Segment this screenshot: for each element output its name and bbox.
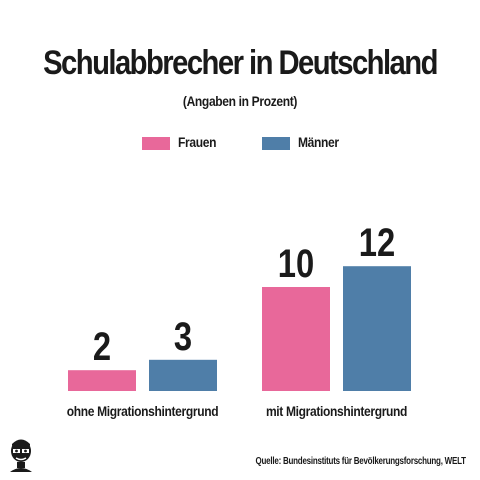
chart-title: Schulabbrecher in Deutschland: [43, 44, 438, 82]
face-logo-icon: [8, 438, 34, 472]
legend-swatch-frauen: [142, 137, 170, 150]
legend-label-maenner: Männer: [298, 134, 339, 150]
data-label-frauen-0: 2: [93, 324, 111, 369]
legend-label-frauen: Frauen: [178, 134, 217, 150]
bar-frauen-0: [68, 370, 136, 391]
source-note: Quelle: Bundesinstituts für Bevölkerungs…: [255, 456, 466, 467]
category-label-0: ohne Migrationshintergrund: [67, 403, 219, 419]
data-label-mnner-0: 3: [174, 314, 192, 359]
bar-mnner-1: [343, 266, 411, 391]
bar-mnner-0: [149, 359, 217, 391]
legend-swatch-maenner: [262, 137, 290, 150]
data-label-mnner-1: 12: [359, 220, 395, 265]
bar-frauen-1: [262, 287, 330, 391]
chart-subtitle: (Angaben in Prozent): [182, 93, 298, 109]
category-label-1: mit Migrationshintergrund: [266, 403, 407, 419]
data-label-frauen-1: 10: [278, 241, 314, 286]
